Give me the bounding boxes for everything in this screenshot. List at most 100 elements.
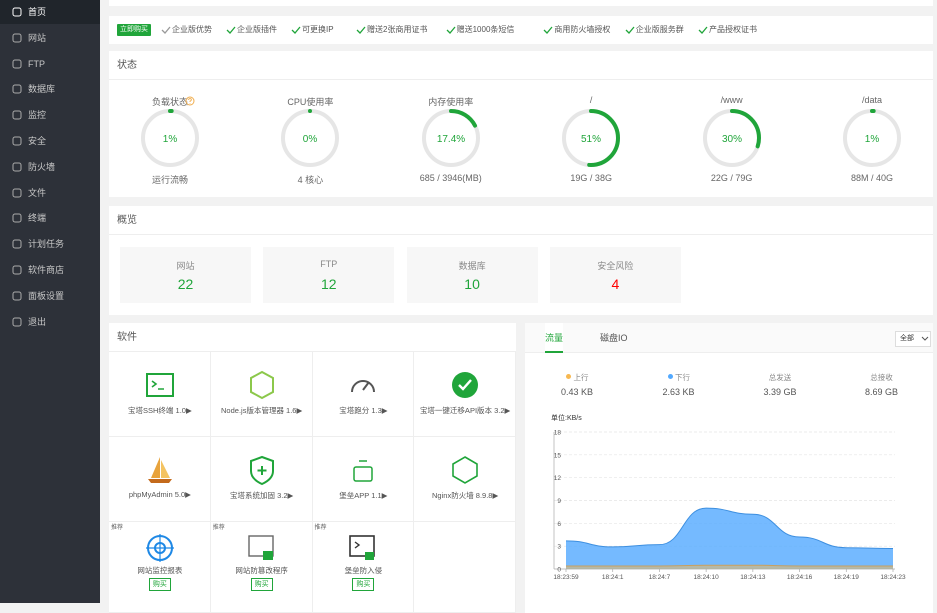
card-value: 10 [464, 276, 480, 292]
nav-item[interactable]: 软件商店 [0, 258, 100, 282]
gauge[interactable]: 1% [840, 106, 904, 170]
promo-text: 赠送1000条短信 [456, 25, 515, 34]
software-name[interactable]: 宝塔SSH终端 1.0▶ [128, 406, 192, 415]
software-cell[interactable]: 推荐 网站监控报表 购买 [109, 521, 211, 613]
nav-item[interactable]: 退出 [0, 310, 100, 334]
nav-label: 文件 [28, 187, 47, 198]
software-name[interactable]: 宝塔系统加固 3.2▶ [229, 491, 294, 500]
panel-title: 概览 [109, 206, 933, 235]
gauge-sub: 19G / 38G [570, 173, 612, 183]
overview-card[interactable]: FTP 12 [263, 247, 395, 303]
nav-label: 监控 [28, 110, 47, 121]
nav-item[interactable]: 终端 [0, 206, 100, 230]
software-icon [452, 456, 478, 484]
software-cell[interactable]: 堡垒APP 1.1▶ [312, 437, 415, 522]
nav-item[interactable]: FTP [0, 52, 100, 76]
nav-icon [12, 59, 22, 69]
help-icon[interactable] [185, 96, 195, 106]
nav-item[interactable]: 数据库 [0, 77, 100, 101]
software-name[interactable]: Node.js版本管理器 1.6▶ [221, 406, 303, 415]
software-cell[interactable]: 宝塔一键迁移API版本 3.2▶ [414, 352, 516, 437]
software-cell[interactable]: 宝塔SSH终端 1.0▶ [109, 352, 211, 437]
software-name[interactable]: 宝塔一键迁移API版本 3.2▶ [419, 406, 511, 415]
gauge-value: 51% [581, 134, 601, 145]
overview-panel: 概览 网站 22 FTP 12 数据库 10 安全风险 4 [109, 206, 933, 315]
nav-item[interactable]: 网站 [0, 26, 100, 50]
card-value: 4 [611, 276, 620, 292]
gauge[interactable]: 17.4% [419, 106, 483, 170]
nav-icon [12, 162, 22, 172]
nav-item[interactable]: 面板设置 [0, 284, 100, 308]
software-cell[interactable]: 推荐 网站防篡改程序 购买 [210, 521, 313, 613]
ic [151, 380, 164, 390]
ic [458, 379, 473, 391]
select-text: 全部 [900, 335, 914, 342]
gauge-value: 1% [865, 134, 880, 145]
check [543, 26, 553, 34]
legend-dot [566, 374, 571, 379]
software-cell[interactable]: phpMyAdmin 5.0▶ [109, 437, 211, 522]
software-name[interactable]: phpMyAdmin 5.0▶ [128, 490, 191, 499]
software-name[interactable]: 网站防篡改程序 [235, 566, 288, 575]
gauge[interactable]: 0% [278, 106, 342, 170]
software-name[interactable]: 宝塔跑分 1.3▶ [339, 406, 388, 415]
software-name[interactable]: 网站监控报表 [137, 566, 183, 575]
nav-icon [12, 265, 22, 275]
icon-shape [12, 317, 22, 327]
ic [249, 370, 274, 400]
nav-item[interactable]: 监控 [0, 103, 100, 127]
software-name[interactable]: 堡垒防入侵 [344, 566, 383, 575]
gauge[interactable]: 30% [700, 106, 764, 170]
stat-label: 总接收 [842, 372, 922, 383]
y-tick-label: 12 [554, 475, 562, 482]
gauge[interactable]: 51% [559, 106, 623, 170]
software-cell[interactable]: 宝塔系统加固 3.2▶ [210, 437, 313, 522]
overview-card[interactable]: 安全风险 4 [549, 247, 681, 303]
chevron-path [921, 336, 929, 341]
nav-item[interactable]: 首页 [0, 0, 100, 24]
card-label: 安全风险 [597, 261, 634, 271]
buy-button[interactable]: 立即购买 [117, 24, 151, 36]
software-name[interactable]: 堡垒APP 1.1▶ [339, 491, 388, 500]
nav-icon [12, 7, 22, 17]
software-cell[interactable]: Node.js版本管理器 1.6▶ [210, 352, 313, 437]
y-tick-label: 6 [557, 521, 561, 528]
ic [362, 381, 371, 391]
ic [249, 455, 274, 486]
buy-button[interactable]: 购买 [250, 578, 273, 591]
y-axis-label: 单位:KB/s [551, 413, 582, 422]
ic [353, 466, 374, 482]
stat-label: 总发送 [740, 372, 820, 383]
nav-item[interactable]: 防火墙 [0, 155, 100, 179]
gauge-label: / [589, 95, 593, 105]
promo-text: 企业版服务群 [635, 25, 684, 34]
software-name[interactable]: Nginx防火墙 8.9.8▶ [432, 491, 499, 500]
tab[interactable]: 磁盘IO [600, 333, 628, 343]
ic [145, 373, 174, 397]
buy-button[interactable]: 购买 [148, 578, 171, 591]
area [566, 508, 893, 569]
overview-card[interactable]: 网站 22 [120, 247, 251, 303]
tab[interactable]: 流量 [545, 323, 564, 353]
software-cell[interactable]: 推荐 堡垒防入侵 购买 [312, 521, 415, 613]
gauge[interactable]: 1% [138, 106, 202, 170]
nav-label: 数据库 [28, 84, 56, 95]
traffic-chart: 单位:KB/s 0 3 6 9 12 15 18 18:23:59 18:24:1 18:24:7 1… [551, 413, 906, 581]
nav-item[interactable]: 安全 [0, 129, 100, 153]
promo-text: 商用防火墙授权 [554, 25, 611, 34]
software-cell[interactable]: Nginx防火墙 8.9.8▶ [414, 437, 516, 522]
icon-shape [12, 188, 22, 198]
gauge-value: 1% [163, 134, 178, 145]
nav-label: 防火墙 [28, 161, 56, 172]
select[interactable]: 全部 [895, 331, 931, 347]
gauge-arc [281, 109, 340, 167]
overview-card[interactable]: 数据库 10 [406, 247, 538, 303]
help-mark [188, 98, 192, 104]
nav-item[interactable]: 计划任务 [0, 232, 100, 256]
gauge-sub: 88M / 40G [850, 173, 894, 183]
buy-button[interactable]: 购买 [352, 578, 375, 591]
software-cell[interactable]: 宝塔跑分 1.3▶ [312, 352, 415, 437]
ic [351, 380, 376, 393]
nav-item[interactable]: 文件 [0, 181, 100, 205]
